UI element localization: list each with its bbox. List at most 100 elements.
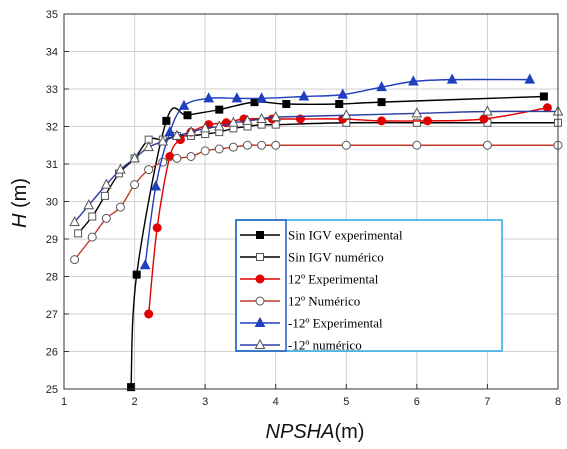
- y-axis-label: H (m): [9, 178, 31, 228]
- x-tick-label: 4: [273, 396, 279, 408]
- data-point: [144, 165, 154, 175]
- data-point: [143, 141, 155, 152]
- data-point: [130, 180, 140, 190]
- data-point: [101, 213, 111, 223]
- data-point: [70, 255, 80, 265]
- y-tick-label: 33: [46, 84, 58, 96]
- data-point: [377, 116, 387, 126]
- data-point: [270, 111, 282, 122]
- data-point: [69, 216, 80, 227]
- legend-items: Sin IGV experimental Sin IGV numérico 12º …: [240, 228, 403, 353]
- data-point: [186, 152, 196, 161]
- x-tick-label: 3: [202, 396, 208, 408]
- legend-item: Sin IGV experimental: [240, 228, 403, 243]
- y-tick-label: 28: [46, 272, 58, 284]
- x-axis-label-var: NPSHA: [266, 421, 335, 443]
- data-point: [132, 270, 141, 279]
- data-point: [83, 199, 95, 210]
- data-point: [144, 309, 154, 319]
- data-point: [115, 163, 126, 174]
- y-tick-label: 25: [46, 384, 58, 396]
- x-tick-label: 6: [414, 396, 420, 408]
- y-tick-label: 32: [46, 122, 58, 134]
- data-point: [479, 114, 489, 124]
- data-point: [171, 129, 183, 140]
- data-point: [74, 229, 83, 238]
- data-point: [337, 88, 349, 99]
- legend-label: 12º Numérico: [288, 294, 360, 309]
- data-point: [256, 92, 267, 103]
- series-4: [139, 73, 536, 270]
- data-point: [340, 109, 352, 120]
- data-point: [407, 75, 419, 86]
- legend-item: -12º numérico: [240, 338, 362, 353]
- y-tick-label: 31: [46, 159, 58, 171]
- data-point: [524, 73, 536, 84]
- series-5: [69, 105, 564, 227]
- data-point: [412, 118, 421, 127]
- x-axis-label: NPSHA(m): [266, 421, 365, 443]
- y-tick-label: 34: [46, 47, 58, 59]
- legend-item: Sin IGV numérico: [240, 250, 384, 265]
- data-point: [242, 140, 252, 150]
- legend-label: Sin IGV experimental: [288, 228, 403, 243]
- data-point: [152, 223, 162, 233]
- data-point: [100, 191, 109, 200]
- data-point: [482, 105, 493, 116]
- y-tick-label: 35: [46, 9, 58, 21]
- legend-marker: [255, 296, 265, 306]
- data-point: [542, 103, 552, 113]
- data-point: [376, 81, 387, 92]
- x-tick-label: 1: [61, 396, 67, 408]
- data-point: [341, 140, 351, 150]
- x-axis-label-unit: (m): [334, 421, 364, 443]
- data-point: [213, 120, 225, 131]
- data-point: [411, 107, 423, 118]
- data-point: [178, 99, 190, 110]
- legend-item: 12º Experimental: [240, 272, 379, 287]
- data-point: [539, 92, 548, 101]
- legend-marker: [256, 231, 264, 239]
- legend-marker: [254, 338, 266, 349]
- legend-item: 12º Numérico: [240, 294, 360, 309]
- data-point: [199, 122, 211, 133]
- legend-label: 12º Experimental: [288, 272, 379, 287]
- data-point: [228, 142, 238, 152]
- y-tick-label: 26: [46, 347, 58, 359]
- data-point: [215, 105, 224, 114]
- data-point: [446, 73, 458, 84]
- legend-box: [235, 219, 503, 352]
- legend-marker: [255, 274, 265, 284]
- series-0: [127, 92, 548, 392]
- data-point: [87, 232, 97, 242]
- series-layer: [69, 73, 564, 392]
- series-line: [130, 95, 544, 388]
- y-axis-label-var: H: [9, 213, 31, 228]
- data-point: [150, 180, 162, 191]
- data-point: [482, 140, 492, 150]
- x-tick-label: 2: [132, 396, 138, 408]
- data-point: [335, 100, 344, 108]
- legend: Sin IGV experimental Sin IGV numérico 12º …: [235, 219, 503, 353]
- y-tick-label: 29: [46, 234, 58, 246]
- y-axis-label-unit: (m): [9, 178, 31, 214]
- data-point: [256, 112, 267, 123]
- data-point: [298, 90, 310, 101]
- legend-item: -12º Experimental: [240, 316, 383, 331]
- data-point: [203, 92, 215, 103]
- data-point: [228, 116, 239, 127]
- data-point: [185, 126, 197, 137]
- x-tick-label: 5: [343, 396, 349, 408]
- data-point: [282, 100, 291, 108]
- data-point: [127, 383, 136, 392]
- data-point: [162, 116, 171, 125]
- data-point: [422, 116, 432, 126]
- data-point: [231, 92, 243, 103]
- y-tick-label: 27: [46, 309, 58, 321]
- data-point: [200, 146, 210, 156]
- data-point: [214, 144, 224, 154]
- data-point: [242, 114, 253, 125]
- data-point: [157, 135, 169, 146]
